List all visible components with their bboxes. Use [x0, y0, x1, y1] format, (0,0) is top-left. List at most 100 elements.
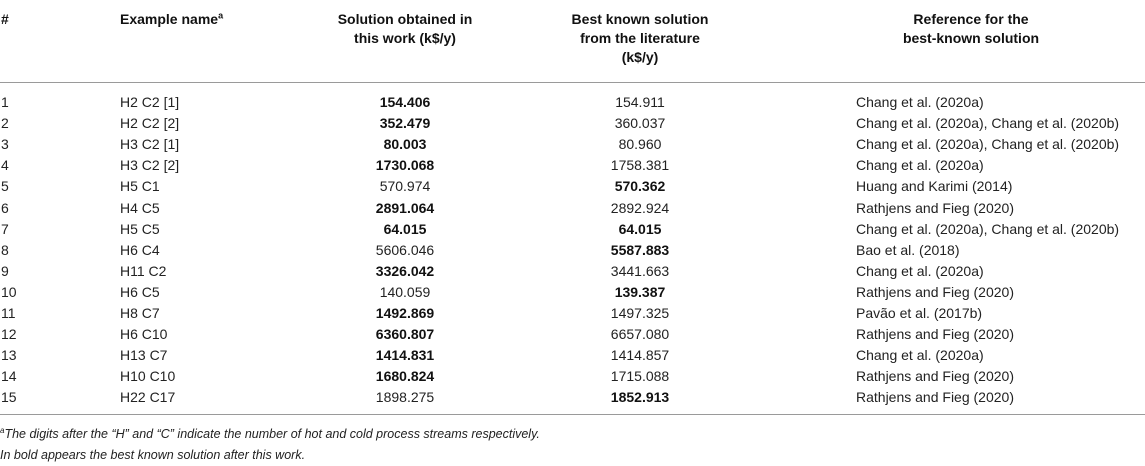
row-reference: Pavão et al. (2017b)	[856, 305, 983, 321]
row-solution: 352.479	[379, 115, 431, 132]
row-solution: 5606.046	[375, 241, 435, 258]
row-solution: 1414.831	[375, 347, 435, 364]
row-example-name: H3 C2 [1]	[120, 136, 180, 153]
row-reference: Chang et al. (2020a)	[856, 94, 984, 110]
row-num: 1	[1, 94, 9, 110]
row-best-known: 570.362	[614, 178, 666, 195]
row-solution: 80.003	[383, 136, 427, 153]
row-reference: Chang et al. (2020a)	[856, 347, 984, 364]
table-row: 9 H11 C2 3326.042 3441.663 Chang et al. (202…	[0, 261, 1145, 282]
header-reference: Reference for the best-known solution	[896, 10, 1046, 48]
row-num: 9	[1, 262, 9, 279]
footnote-a: aThe digits after the “H” and “C” indica…	[0, 425, 540, 441]
table-row: 13 H13 C7 1414.831 1414.857 Chang et al. (20…	[0, 345, 1145, 366]
header-rule	[0, 82, 1145, 83]
row-num: 6	[1, 199, 9, 216]
row-best-known: 1497.325	[610, 305, 670, 321]
row-reference: Chang et al. (2020a)	[856, 262, 984, 279]
table-row: 10 H6 C5 140.059 139.387 Rathjens and Fieg (…	[0, 282, 1145, 303]
row-best-known: 6657.080	[610, 326, 670, 343]
row-example-name: H2 C2 [1]	[120, 94, 180, 110]
row-best-known: 1414.857	[610, 347, 670, 364]
header-example-name-text: Example name	[120, 11, 219, 27]
footnote-marker-a: a	[218, 10, 224, 21]
row-example-name: H6 C5	[120, 283, 160, 300]
row-num: 2	[1, 115, 9, 132]
table-row: 6 H4 C5 2891.064 2892.924 Rathjens and Fieg …	[0, 198, 1145, 219]
row-solution: 154.406	[379, 94, 431, 110]
header-best-line2: from the literature	[580, 30, 700, 46]
header-solution-line2: this work (k$/y)	[354, 30, 456, 46]
header-best-line1: Best known solution	[571, 11, 709, 27]
header-num: #	[1, 11, 9, 27]
row-example-name: H2 C2 [2]	[120, 115, 180, 132]
row-solution: 1898.275	[375, 389, 435, 406]
row-example-name: H10 C10	[120, 368, 176, 385]
row-example-name: H5 C5	[120, 220, 160, 237]
row-best-known: 3441.663	[610, 262, 670, 279]
row-reference: Rathjens and Fieg (2020)	[856, 283, 1014, 300]
row-best-known: 1758.381	[610, 157, 670, 174]
row-best-known: 154.911	[615, 94, 665, 110]
bottom-rule	[0, 414, 1145, 415]
row-num: 4	[1, 157, 9, 174]
table-header: # Example namea Solution obtained in thi…	[0, 0, 1145, 82]
table-row: 11 H8 C7 1492.869 1497.325 Pavão et al. (201…	[0, 303, 1145, 324]
row-solution: 2891.064	[375, 199, 435, 216]
row-example-name: H11 C2	[120, 262, 167, 279]
row-num: 8	[1, 241, 9, 258]
row-reference: Chang et al. (2020a)	[856, 157, 984, 174]
row-solution: 1730.068	[375, 157, 435, 174]
row-best-known: 1715.088	[610, 368, 670, 385]
table-row: 15 H22 C17 1898.275 1852.913 Rathjens and Fi…	[0, 387, 1145, 408]
row-best-known: 1852.913	[610, 389, 670, 406]
row-num: 5	[1, 178, 9, 195]
header-best-line3: (k$/y)	[621, 49, 659, 65]
row-num: 13	[1, 347, 17, 364]
row-reference: Chang et al. (2020a), Chang et al. (2020…	[856, 136, 1120, 153]
header-ref-line2: best-known solution	[902, 30, 1040, 46]
row-best-known: 80.960	[618, 136, 662, 153]
row-solution: 140.059	[379, 283, 431, 300]
header-ref-line1: Reference for the	[913, 11, 1029, 27]
row-example-name: H5 C1	[120, 178, 160, 195]
row-reference: Rathjens and Fieg (2020)	[856, 199, 1014, 216]
row-best-known: 2892.924	[610, 199, 670, 216]
row-num: 11	[1, 305, 16, 321]
footnote-a-text: The digits after the “H” and “C” indicat…	[4, 427, 540, 441]
row-num: 3	[1, 136, 9, 153]
row-solution: 3326.042	[375, 262, 435, 279]
table-row: 3 H3 C2 [1] 80.003 80.960 Chang et al. (2020…	[0, 134, 1145, 155]
table-row: 7 H5 C5 64.015 64.015 Chang et al. (2020a), …	[0, 219, 1145, 240]
row-best-known: 139.387	[614, 283, 666, 300]
row-solution: 1492.869	[375, 305, 435, 321]
table-row: 2 H2 C2 [2] 352.479 360.037 Chang et al. (20…	[0, 113, 1145, 134]
footnote-a-marker: a	[0, 425, 5, 435]
table-row: 5 H5 C1 570.974 570.362 Huang and Karimi (20…	[0, 176, 1145, 197]
table-row: 4 H3 C2 [2] 1730.068 1758.381 Chang et al. (…	[0, 155, 1145, 176]
row-solution: 1680.824	[375, 368, 435, 385]
row-solution: 64.015	[383, 220, 427, 237]
row-example-name: H22 C17	[120, 389, 176, 406]
table-row: 12 H6 C10 6360.807 6657.080 Rathjens and Fie…	[0, 324, 1145, 345]
row-reference: Chang et al. (2020a), Chang et al. (2020…	[856, 220, 1120, 237]
row-example-name: H8 C7	[120, 305, 160, 321]
header-example-name: Example namea	[120, 10, 223, 29]
table-row: 1 H2 C2 [1] 154.406 154.911 Chang et al. (20…	[0, 92, 1145, 113]
header-best-known: Best known solution from the literature …	[565, 10, 715, 67]
row-example-name: H6 C10	[120, 326, 168, 343]
row-best-known: 64.015	[618, 220, 662, 237]
row-reference: Rathjens and Fieg (2020)	[856, 368, 1014, 385]
table-row: 8 H6 C4 5606.046 5587.883 Bao et al. (2018)	[0, 240, 1145, 261]
row-example-name: H13 C7	[120, 347, 168, 364]
row-solution: 6360.807	[375, 326, 435, 343]
table-row: 14 H10 C10 1680.824 1715.088 Rathjens and Fi…	[0, 366, 1145, 387]
footnote-bold: In bold appears the best known solution …	[0, 448, 306, 462]
row-num: 12	[1, 326, 17, 343]
row-reference: Huang and Karimi (2014)	[856, 178, 1013, 195]
header-solution-line1: Solution obtained in	[337, 11, 473, 27]
row-num: 14	[1, 368, 17, 385]
row-example-name: H3 C2 [2]	[120, 157, 180, 174]
header-solution: Solution obtained in this work (k$/y)	[330, 10, 480, 48]
row-reference: Chang et al. (2020a), Chang et al. (2020…	[856, 115, 1120, 132]
